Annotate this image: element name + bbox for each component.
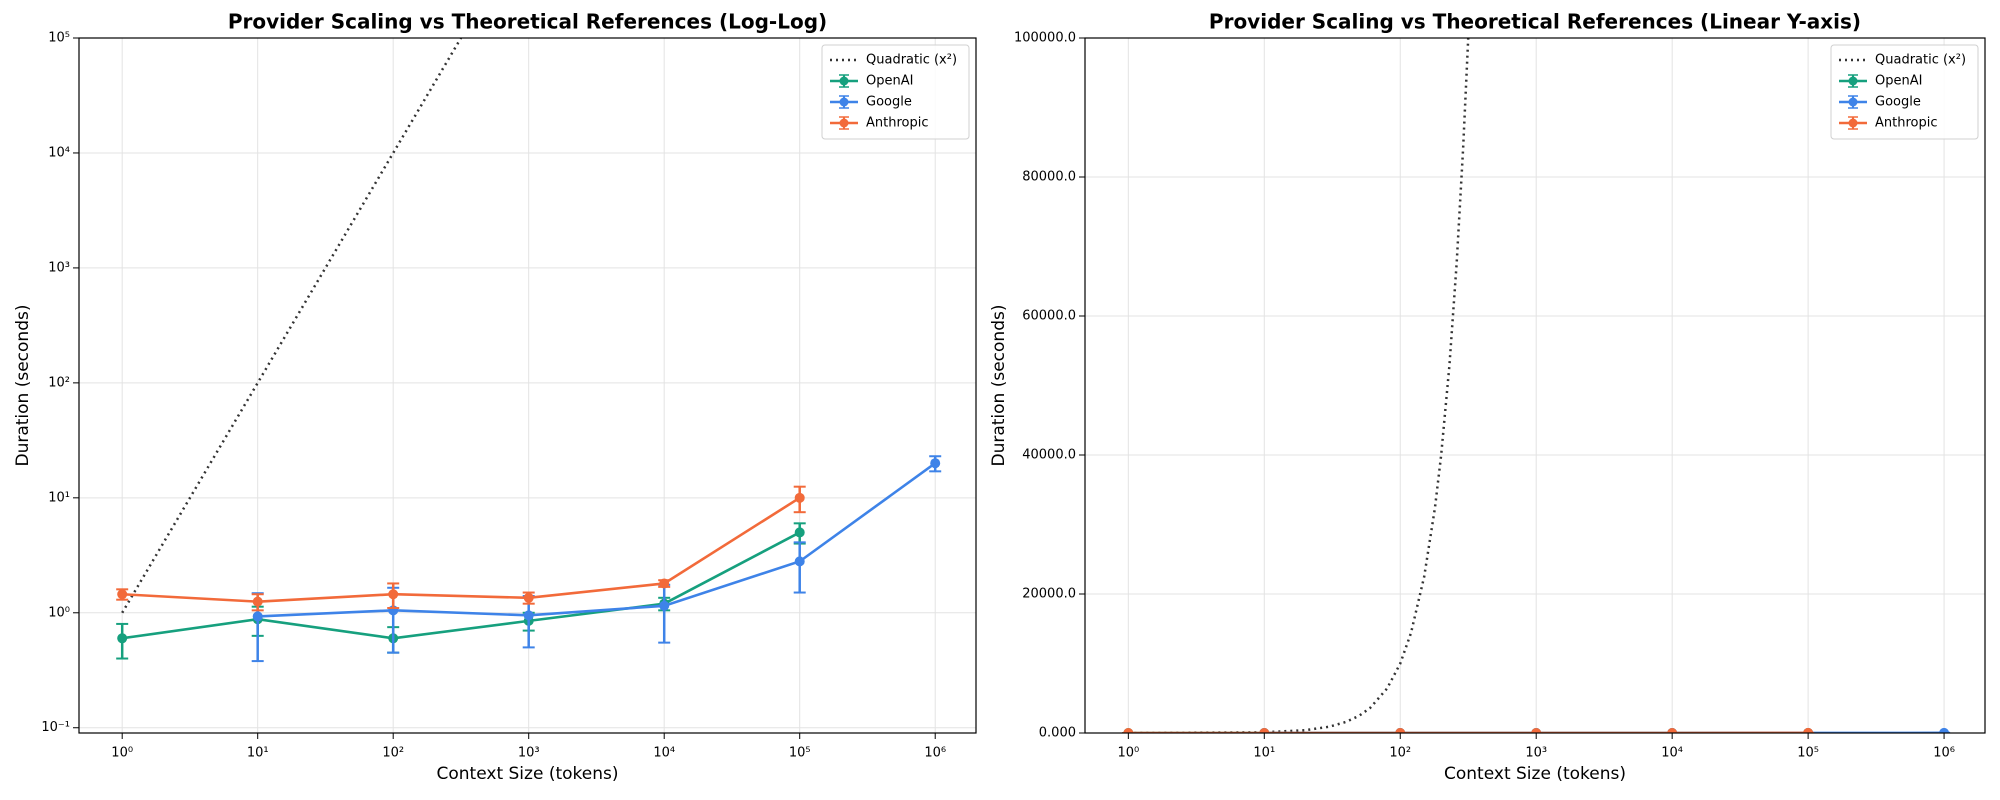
legend-label: Anthropic (866, 116, 929, 131)
series-line (122, 531, 801, 640)
y-tick-label: 0.000 (1039, 726, 1076, 741)
subplot: 10⁰ 10¹ 10² 10³ 10⁴ 10⁵ 10⁶ 10⁻¹ 10⁰ 10¹ 10² 10³ 10⁴… (13, 10, 977, 784)
x-tick-label: 10² (382, 746, 404, 761)
x-tick-label: 10² (1389, 746, 1411, 761)
legend-label: Quadratic (x²) (866, 53, 957, 68)
legend: Quadratic (x²) OpenAI Google Anthropic (821, 44, 970, 140)
axes-frame (78, 37, 977, 734)
data-point (1667, 727, 1678, 733)
x-tick-label: 10⁶ (924, 746, 946, 761)
data-point (794, 556, 805, 567)
data-point (1803, 727, 1814, 733)
chart-title: Provider Scaling vs Theoretical Referenc… (1209, 10, 1861, 34)
data-point (1395, 727, 1406, 733)
chart-title: Provider Scaling vs Theoretical Referenc… (228, 10, 827, 34)
x-tick-label: 10⁰ (1117, 746, 1139, 761)
data-point (659, 578, 670, 589)
x-tick-label: 10³ (1525, 746, 1547, 761)
y-tick-label: 10⁵ (48, 31, 70, 46)
data-point (794, 527, 805, 538)
legend: Quadratic (x²) OpenAI Google Anthropic (1830, 44, 1979, 140)
data-point (1259, 727, 1270, 733)
x-tick-label: 10⁴ (1661, 746, 1683, 761)
series-line (122, 496, 801, 603)
x-tick-label: 10¹ (247, 746, 269, 761)
y-tick-label: 10¹ (48, 490, 70, 505)
legend-box (1830, 44, 1979, 140)
y-tick-label: 10⁴ (48, 145, 70, 160)
data-point (659, 600, 670, 611)
legend-box (821, 44, 970, 140)
legend-label: OpenAI (1875, 74, 1922, 89)
legend-marker (839, 76, 849, 86)
data-point (794, 492, 805, 503)
x-axis-label: Context Size (tokens) (437, 764, 619, 784)
subplot: 10⁰ 10¹ 10² 10³ 10⁴ 10⁵ 10⁶ 0.000 20000.0 40000.0… (989, 10, 1986, 784)
data-point (1939, 727, 1950, 733)
series-line (257, 462, 936, 618)
legend-label: Quadratic (x²) (1875, 53, 1966, 68)
data-point (1531, 727, 1542, 733)
legend-label: OpenAI (866, 74, 913, 89)
data-point (117, 589, 128, 600)
x-tick-label: 10³ (518, 746, 540, 761)
legend-label: Google (1875, 95, 1921, 110)
data-point (523, 610, 534, 621)
y-tick-label: 40000.0 (1022, 448, 1076, 463)
series-line (1128, 38, 1470, 733)
y-tick-label: 20000.0 (1022, 587, 1076, 602)
legend-label: Anthropic (1875, 116, 1938, 131)
x-tick-label: 10⁵ (789, 746, 811, 761)
legend-marker (839, 118, 849, 128)
x-tick-label: 10⁴ (653, 746, 675, 761)
data-point (930, 458, 941, 469)
legend-marker (1848, 97, 1858, 107)
data-point (388, 589, 399, 600)
y-tick-label: 10⁻¹ (41, 720, 70, 735)
data-point (252, 596, 263, 607)
plot-area (116, 38, 942, 663)
data-point (117, 633, 128, 644)
x-tick-label: 10¹ (1253, 746, 1275, 761)
x-axis-label: Context Size (tokens) (1444, 764, 1626, 784)
y-tick-label: 80000.0 (1022, 170, 1076, 185)
data-point (1123, 727, 1134, 733)
y-tick-label: 10³ (48, 260, 70, 275)
y-tick-label: 60000.0 (1022, 309, 1076, 324)
data-point (252, 611, 263, 622)
y-tick-label: 100000.0 (1014, 31, 1076, 46)
legend-marker (1848, 118, 1858, 128)
axes-frame (1084, 37, 1986, 734)
y-axis-label: Duration (seconds) (989, 305, 1009, 467)
data-point (523, 592, 534, 603)
legend-marker (1848, 76, 1858, 86)
x-tick-label: 10⁶ (1933, 746, 1955, 761)
y-tick-label: 10² (48, 375, 70, 390)
legend-label: Google (866, 95, 912, 110)
series-line (121, 38, 463, 614)
legend-marker (839, 97, 849, 107)
y-axis-label: Duration (seconds) (13, 305, 33, 467)
x-tick-label: 10⁵ (1797, 746, 1819, 761)
y-tick-label: 10⁰ (48, 605, 70, 620)
x-tick-label: 10⁰ (111, 746, 133, 761)
